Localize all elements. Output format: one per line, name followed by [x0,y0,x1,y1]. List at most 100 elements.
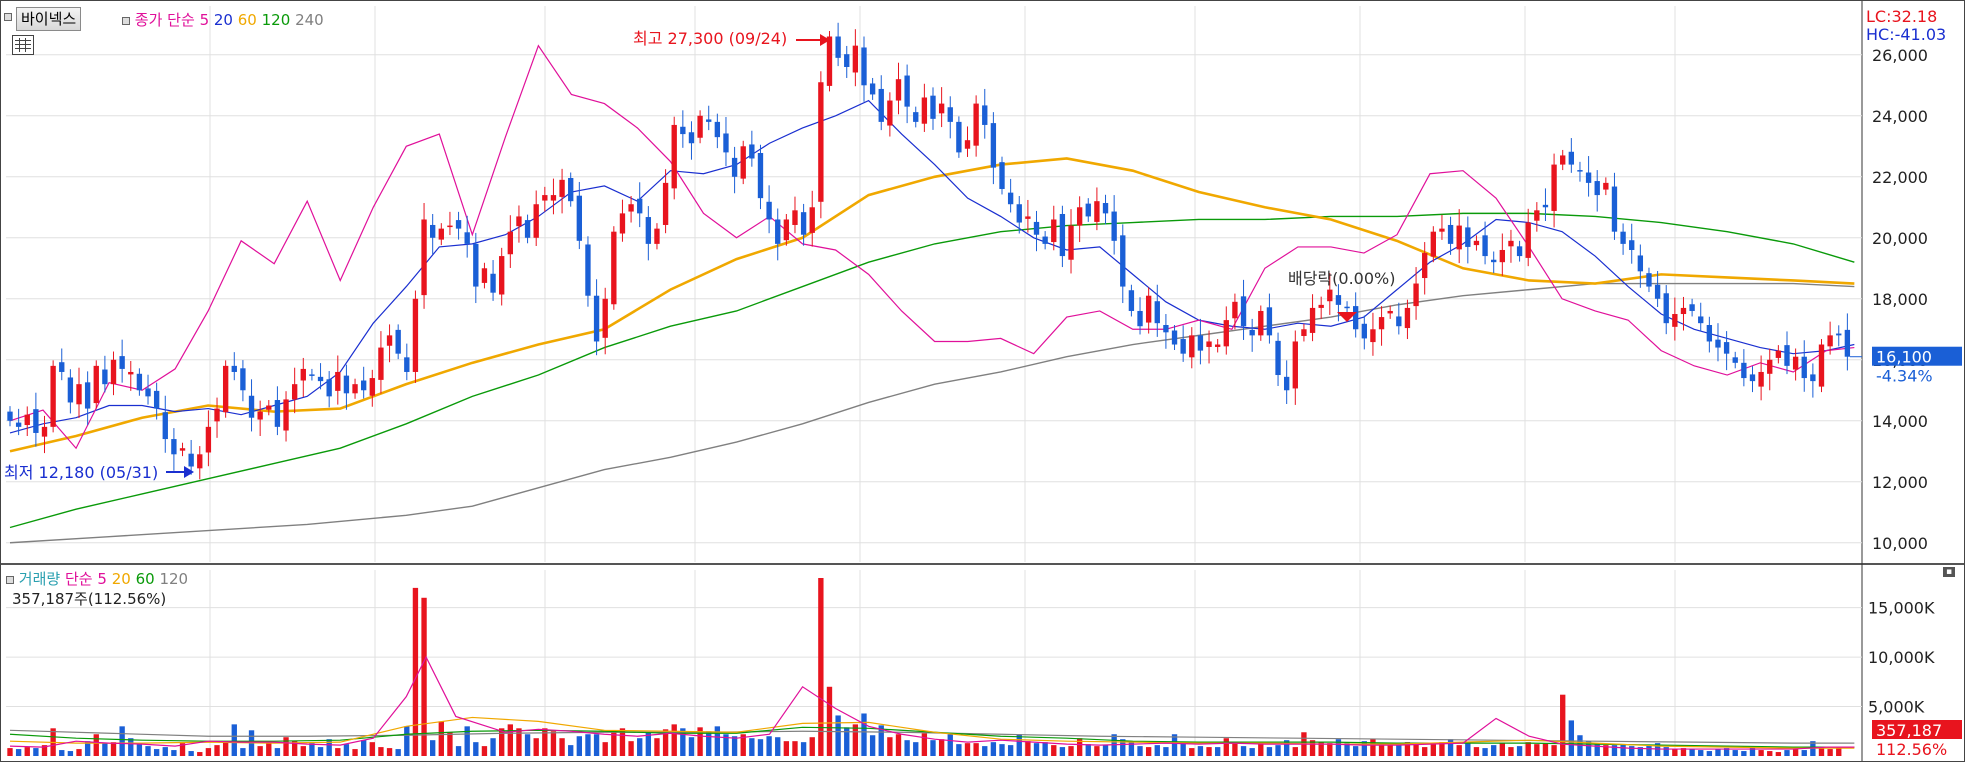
candle-body [861,47,867,86]
volume-bar [214,745,220,756]
current-price-value: 16,100 [1876,348,1932,367]
volume-bar [1767,751,1773,756]
volume-bar [188,751,194,756]
panel-handle-icon[interactable] [4,12,12,21]
volume-bar [1482,748,1488,756]
volume-bar [317,747,324,756]
volume-bar [153,749,160,756]
candle-body [421,219,427,296]
candle-body [714,121,721,138]
volume-bar [1741,751,1747,756]
candle-body [326,379,332,397]
candle-body [24,414,30,426]
volume-bar [76,749,82,756]
volume-bar [982,746,988,756]
ma-120-line [9,212,1855,529]
volume-bar [1025,741,1031,756]
candle-body [1758,371,1764,387]
volume-bar [507,724,513,756]
candle-body [481,268,488,283]
volume-bar [938,739,945,756]
volume-bar [602,742,608,756]
volume-bar [222,741,229,756]
candle-body [1585,172,1592,183]
volume-bar [1689,749,1695,756]
volume-bar [550,731,557,756]
candle-body [50,365,56,427]
candle-body [740,146,746,179]
candle-body [7,411,13,421]
volume-bar [1085,744,1091,756]
volume-bar [1258,744,1264,756]
volume-bar [1327,743,1333,756]
candle-body [33,409,39,433]
candle-body [524,220,531,238]
ma-legend: 종가 단순 5 20 60 120 240 [122,9,324,30]
close-panel-icon[interactable]: ▪ [1943,567,1955,577]
volume-bar [1680,748,1687,756]
ma-120-label: 120 [261,11,291,29]
candle-body [999,162,1005,189]
ma-5-line [9,44,1855,450]
candle-body [1663,293,1669,324]
candle-body [1732,357,1738,363]
volume-bar [1068,746,1074,756]
candle-body [473,243,479,287]
high-arrow-head [820,34,830,46]
candle-body [990,123,997,168]
volume-bar [1214,747,1221,756]
volume-bar [662,729,669,756]
candle-body [619,213,626,234]
volume-bar [1344,743,1350,756]
volume-bar [455,746,462,756]
candle-body [1068,225,1074,260]
candle-body [1223,320,1229,347]
candle-body [499,256,505,295]
candle-body [1094,201,1100,222]
volume-bar [1603,745,1609,756]
volume-bar [1361,741,1367,756]
price-tick-label: 22,000 [1872,168,1928,187]
volume-bar [1499,743,1506,756]
table-icon[interactable] [12,35,34,55]
volume-bar [1654,743,1661,756]
candle-body [507,231,513,255]
hc-indicator: HC:-41.03 [1866,25,1946,44]
candle-body [1370,329,1376,343]
volume-bar [1042,742,1048,756]
volume-bar [775,737,781,756]
candle-body [162,412,168,440]
candle-body [602,298,608,338]
volume-tick-label: 15,000K [1868,599,1935,618]
volume-bar [1223,738,1229,756]
candle-body [775,219,781,244]
volume-bar [964,743,971,756]
candle-body [1577,170,1583,172]
volume-bar [1473,747,1480,756]
volume-bar [593,734,600,756]
volume-handle-icon[interactable] [6,575,14,584]
candle-body [1844,329,1851,357]
volume-ma-5-line [9,655,1855,750]
candle-body [1413,283,1419,307]
candle-body [1698,316,1704,324]
candle-body [447,225,453,228]
candle-body [1076,207,1083,226]
candle-body [982,105,988,125]
candle-body [1611,186,1618,232]
candle-body [490,273,496,293]
candle-body [792,210,798,225]
volume-bar [913,742,919,756]
stock-name-button[interactable]: 바이넥스 [16,7,82,31]
volume-bar [637,738,643,756]
volume-bar [1059,747,1066,756]
candle-body [516,216,522,227]
candle-body [1154,301,1160,324]
dividend-marker [1337,312,1357,322]
candle-body [671,124,677,189]
volume-bar [257,746,263,756]
legend-handle-icon[interactable] [122,16,130,25]
volume-bar [1568,720,1575,756]
volume-bar [360,740,367,756]
